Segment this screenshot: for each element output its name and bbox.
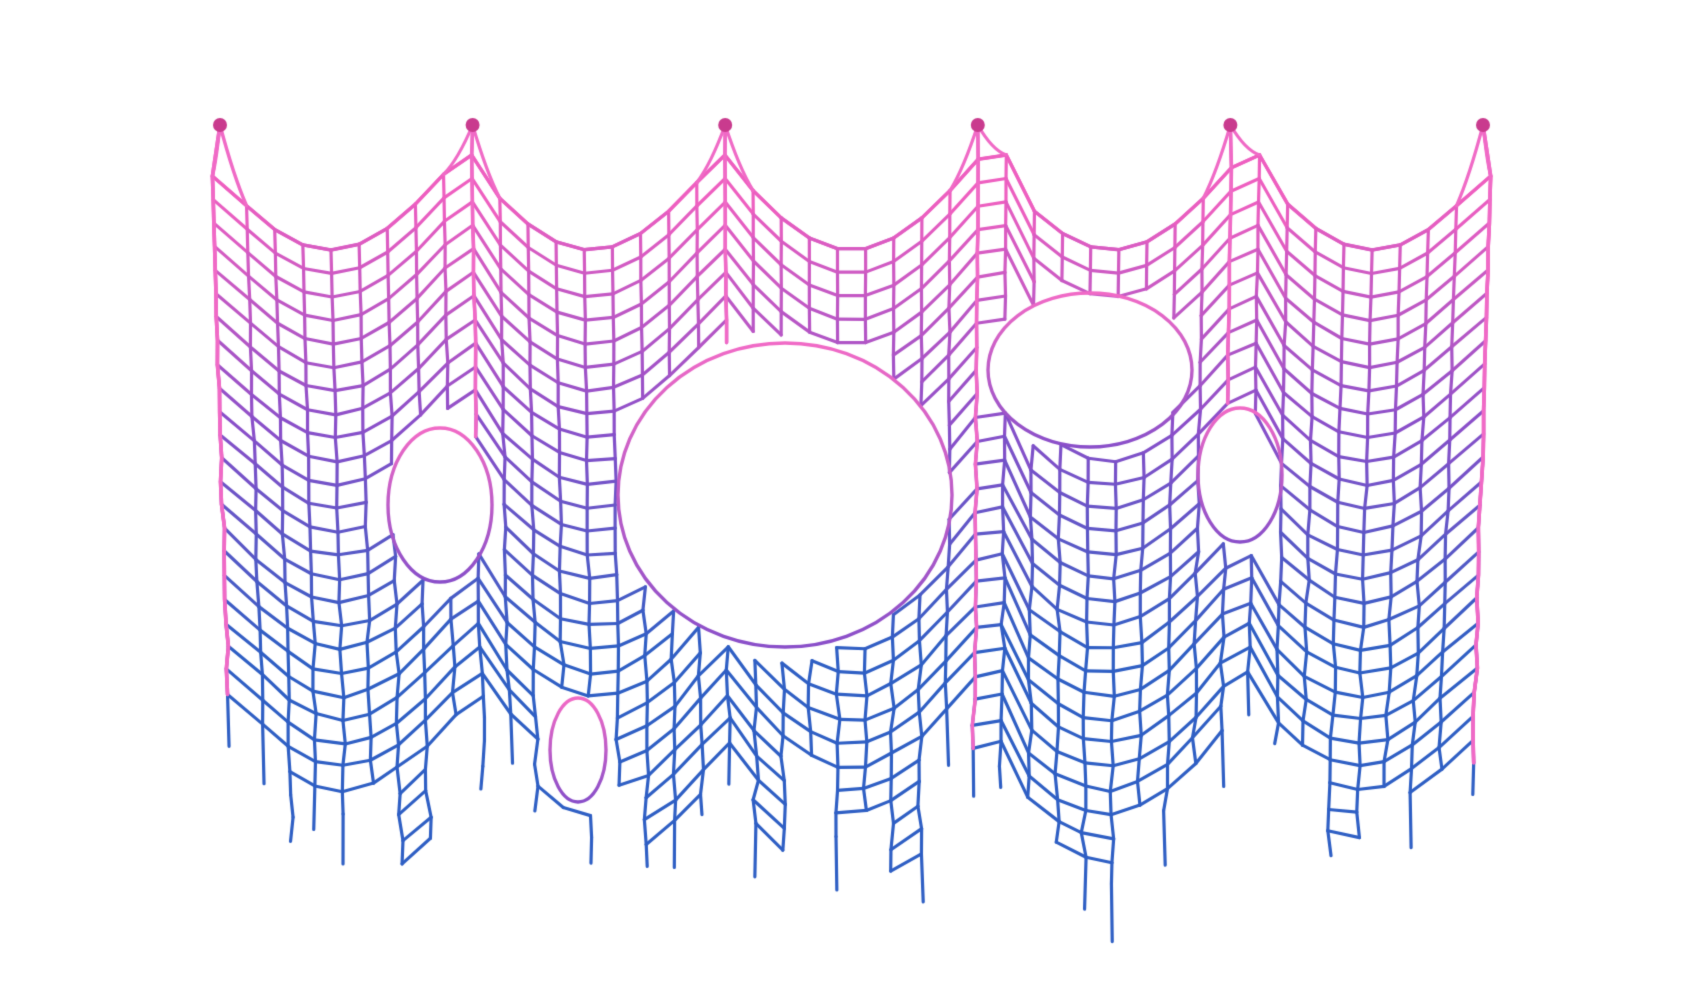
cloth-mesh-canvas[interactable] bbox=[0, 0, 1700, 1000]
cloth-simulation-scene bbox=[0, 0, 1700, 1000]
